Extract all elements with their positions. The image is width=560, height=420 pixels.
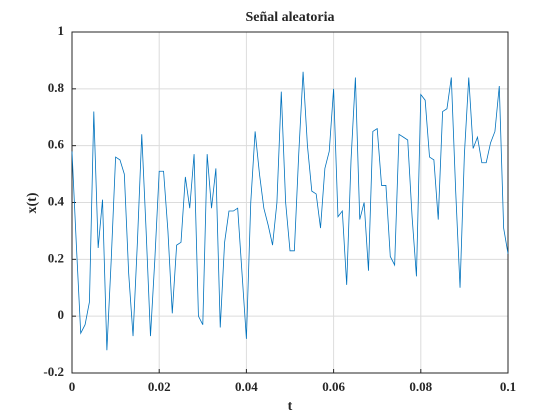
- y-axis-label: x(t): [25, 192, 40, 213]
- y-tick-label: 0.6: [48, 137, 65, 152]
- y-tick-label: 0.4: [48, 193, 65, 208]
- y-tick-label: 0.2: [48, 250, 64, 265]
- y-tick-label: 0.8: [48, 80, 65, 95]
- x-tick-label: 0.02: [148, 379, 171, 394]
- x-axis-label: t: [288, 399, 293, 414]
- x-tick-label: 0.06: [322, 379, 345, 394]
- y-tick-label: 0: [58, 307, 65, 322]
- axes-box: [71, 31, 509, 374]
- x-tick-label: 0.1: [500, 379, 516, 394]
- data-line: [71, 71, 509, 351]
- y-tick-label: -0.2: [43, 364, 64, 379]
- y-tick-label: 1: [58, 23, 65, 38]
- x-tick-label: 0.08: [409, 379, 432, 394]
- chart-title: Señal aleatoria: [245, 10, 334, 25]
- x-tick-label: 0: [69, 379, 76, 394]
- x-tick-label: 0.04: [235, 379, 258, 394]
